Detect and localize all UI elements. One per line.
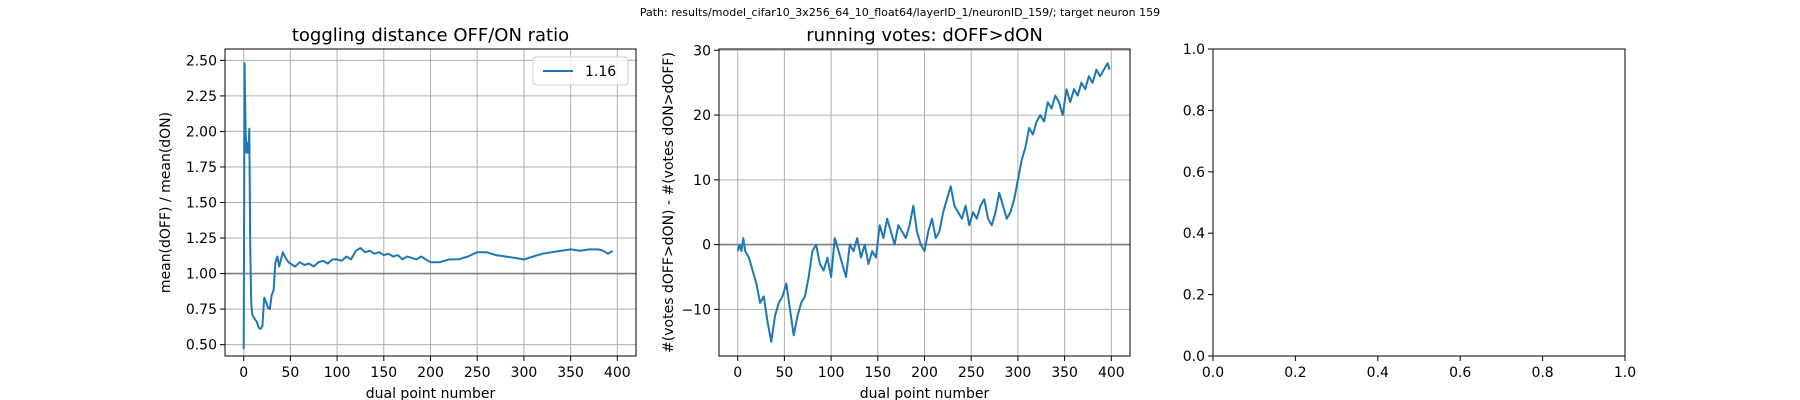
- x-tick-label: 0.6: [1449, 365, 1471, 381]
- y-tick-label: 0.6: [1183, 165, 1205, 181]
- x-tick-label: 200: [911, 365, 938, 381]
- axes-frame: [1212, 48, 1626, 357]
- y-tick-label: 1.25: [186, 231, 217, 247]
- x-tick-label: 100: [818, 365, 845, 381]
- series-line-1: [242, 62, 614, 349]
- x-tick-label: 400: [604, 365, 631, 381]
- x-tick-label: 400: [1098, 365, 1125, 381]
- x-axis-label: dual point number: [366, 386, 496, 400]
- y-axis-label: #(votes dOFF>dON) - #(votes dON>dOFF): [661, 52, 677, 353]
- x-tick-label: 0.8: [1531, 365, 1553, 381]
- chart-panels: 0 50 100 150 200 250 300 350 4000.500.751.001.25…: [158, 25, 1636, 400]
- x-tick-label: 350: [557, 365, 584, 381]
- series-line-1: [736, 62, 1111, 343]
- y-tick-label: 1.50: [186, 196, 217, 212]
- chart-panel-1: 0 50 100 150 200 250 300 350 400 0.50 0.75 1.00 1.25…: [158, 25, 637, 400]
- x-tick-label: 0: [733, 365, 742, 381]
- y-tick-label: −10: [681, 302, 711, 318]
- y-tick-label: 2.50: [186, 53, 217, 69]
- y-tick-label: 0.4: [1183, 226, 1205, 242]
- y-tick-label: 0.0: [1183, 349, 1205, 365]
- x-tick-label: 200: [417, 365, 444, 381]
- y-tick-label: 0.50: [186, 338, 217, 354]
- x-axis-label: dual point number: [860, 386, 990, 400]
- x-tick-label: 250: [958, 365, 985, 381]
- x-tick-label: 1.0: [1614, 365, 1636, 381]
- y-tick-label: 20: [693, 108, 711, 124]
- chart-title: running votes: dOFF>dON: [806, 25, 1043, 46]
- y-tick-label: 1.0: [1183, 42, 1205, 58]
- y-tick-label: 0.2: [1183, 288, 1205, 304]
- x-tick-label: 150: [370, 365, 397, 381]
- y-tick-label: 0.8: [1183, 103, 1205, 119]
- x-tick-label: 0.4: [1367, 365, 1389, 381]
- y-tick-label: 1.00: [186, 267, 217, 283]
- y-tick-label: 30: [693, 43, 711, 59]
- legend: 1.16: [532, 56, 629, 86]
- x-tick-label: 0.2: [1284, 365, 1306, 381]
- chart-panel-3: 0.0 0.2 0.4 0.6 0.8 1.0 0.0 0.2 0.4 0.6 0.8 1.0: [1183, 42, 1636, 381]
- x-tick-label: 300: [1005, 365, 1032, 381]
- chart-panel-2: 0 50 100 150 200 250 300 350 400 −10 0 10 20 30 runnin…: [661, 25, 1131, 400]
- x-tick-label: 0: [239, 365, 248, 381]
- figure-suptitle: Path: results/model_cifar10_3x256_64_10_…: [640, 6, 1160, 19]
- legend-frame: [532, 56, 629, 86]
- chart-title: toggling distance OFF/ON ratio: [292, 25, 569, 46]
- x-tick-label: 350: [1051, 365, 1078, 381]
- x-tick-label: 150: [864, 365, 891, 381]
- y-axis-label: mean(dOFF) / mean(dON): [158, 112, 174, 293]
- y-tick-label: 10: [693, 173, 711, 189]
- x-tick-label: 0.0: [1202, 365, 1224, 381]
- y-tick-label: 1.75: [186, 160, 217, 176]
- y-tick-label: 0: [702, 238, 711, 254]
- y-tick-label: 0.75: [186, 302, 217, 318]
- y-tick-label: 2.25: [186, 89, 217, 105]
- legend-entry: 1.16: [585, 64, 616, 80]
- x-tick-label: 250: [464, 365, 491, 381]
- x-tick-label: 100: [324, 365, 351, 381]
- x-tick-label: 300: [511, 365, 538, 381]
- x-tick-label: 50: [775, 365, 793, 381]
- y-tick-label: 2.00: [186, 124, 217, 140]
- x-tick-label: 50: [281, 365, 299, 381]
